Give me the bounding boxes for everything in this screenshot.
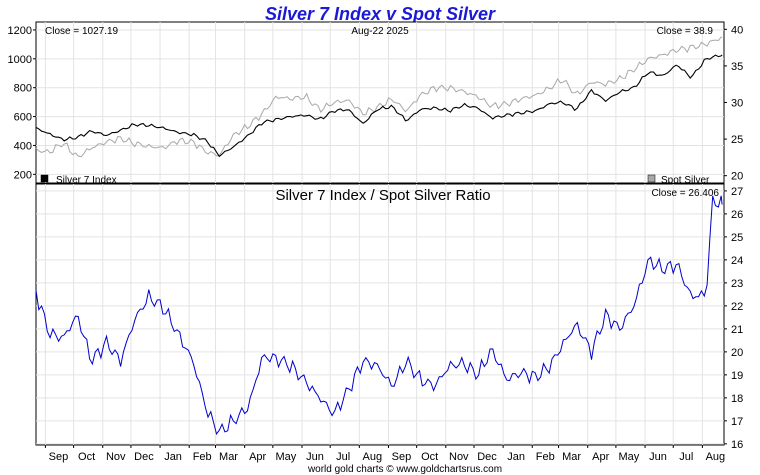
close-right-label: Close = 38.9 (657, 26, 714, 37)
legend-silver7: Silver 7 Index (40, 174, 117, 186)
ratio-tick-label: 20 (731, 347, 743, 359)
ratio-tick-label: 19 (731, 370, 743, 382)
x-tick-label: Oct (78, 451, 95, 463)
x-tick-label: Nov (106, 451, 126, 463)
legend-silver7-swatch (40, 174, 49, 183)
date-label: Aug-22 2025 (351, 26, 409, 37)
left-tick-label: 1200 (8, 25, 32, 37)
right-tick-label: 40 (731, 24, 743, 36)
right-tick-label: 35 (731, 61, 743, 73)
x-tick-label: Jul (679, 451, 693, 463)
ratio-tick-label: 21 (731, 324, 743, 336)
legend-spot-silver-swatch (647, 174, 656, 183)
ratio-tick-label: 22 (731, 301, 743, 313)
left-tick-label: 400 (14, 140, 32, 152)
x-tick-label: Jan (164, 451, 182, 463)
right-tick-label: 30 (731, 98, 743, 110)
x-tick-label: Jun (649, 451, 667, 463)
chart-title: Silver 7 Index v Spot Silver (265, 4, 496, 24)
legend-silver7-label: Silver 7 Index (56, 175, 117, 186)
lower-panel: 16 17 18 19 20 21 22 23 24 25 26 27 Silver 7 Index … (35, 183, 743, 451)
left-tick-label: 200 (14, 169, 32, 181)
x-tick-label: Jul (336, 451, 350, 463)
x-tick-label: May (275, 451, 296, 463)
x-tick-label: Feb (193, 451, 212, 463)
x-tick-label: Feb (536, 451, 555, 463)
right-tick-label: 20 (731, 171, 743, 183)
x-tick-label: Jun (306, 451, 324, 463)
ratio-tick-label: 27 (731, 186, 743, 198)
ratio-tick-label: 17 (731, 416, 743, 428)
x-tick-label: Apr (592, 451, 609, 463)
ratio-close-label: Close = 26.406 (651, 188, 719, 199)
lower-grid (36, 184, 724, 445)
x-tick-label: Sep (392, 451, 412, 463)
spot-silver-line (35, 36, 723, 158)
upper-plot-frame (35, 21, 725, 184)
ratio-line (35, 195, 723, 436)
ratio-tick-label: 25 (731, 232, 743, 244)
ratio-tick-label: 16 (731, 439, 743, 451)
x-tick-label: May (619, 451, 640, 463)
silver7-index-line (35, 54, 723, 158)
upper-right-axis: 20 25 30 35 40 (724, 24, 743, 183)
x-tick-label: Sep (49, 451, 69, 463)
x-axis: Sep Oct Nov Dec Jan Feb Mar Apr May Jun Jul Aug Sep O… (44, 445, 726, 463)
x-tick-label: Oct (421, 451, 438, 463)
x-tick-label: Apr (249, 451, 266, 463)
x-tick-label: Aug (706, 451, 726, 463)
ratio-tick-label: 26 (731, 209, 743, 221)
legend-spot-silver: Spot Silver (647, 174, 710, 186)
ratio-tick-label: 23 (731, 278, 743, 290)
x-tick-label: Mar (562, 451, 581, 463)
upper-grid (36, 22, 724, 183)
x-tick-label: Nov (449, 451, 469, 463)
x-tick-label: Mar (219, 451, 238, 463)
ratio-tick-label: 18 (731, 393, 743, 405)
x-tick-label: Aug (363, 451, 383, 463)
lower-right-axis: 16 17 18 19 20 21 22 23 24 25 26 27 (724, 186, 743, 451)
lower-plot-frame (35, 183, 725, 446)
x-tick-label: Dec (134, 451, 154, 463)
ratio-tick-label: 24 (731, 255, 743, 267)
close-left-label: Close = 1027.19 (45, 26, 119, 37)
footer-credit: world gold charts © www.goldchartsrus.co… (307, 464, 502, 475)
x-tick-label: Dec (477, 451, 497, 463)
legend-spot-silver-label: Spot Silver (661, 175, 710, 186)
x-tick-label: Jan (507, 451, 525, 463)
upper-left-axis: 200 400 600 800 1000 1200 (8, 25, 36, 181)
upper-panel: 200 400 600 800 1000 1200 20 25 30 35 40 Close = … (8, 21, 743, 186)
left-tick-label: 1000 (8, 54, 32, 66)
left-tick-label: 800 (14, 83, 32, 95)
right-tick-label: 25 (731, 134, 743, 146)
left-tick-label: 600 (14, 112, 32, 124)
ratio-subtitle: Silver 7 Index / Spot Silver Ratio (275, 187, 490, 204)
